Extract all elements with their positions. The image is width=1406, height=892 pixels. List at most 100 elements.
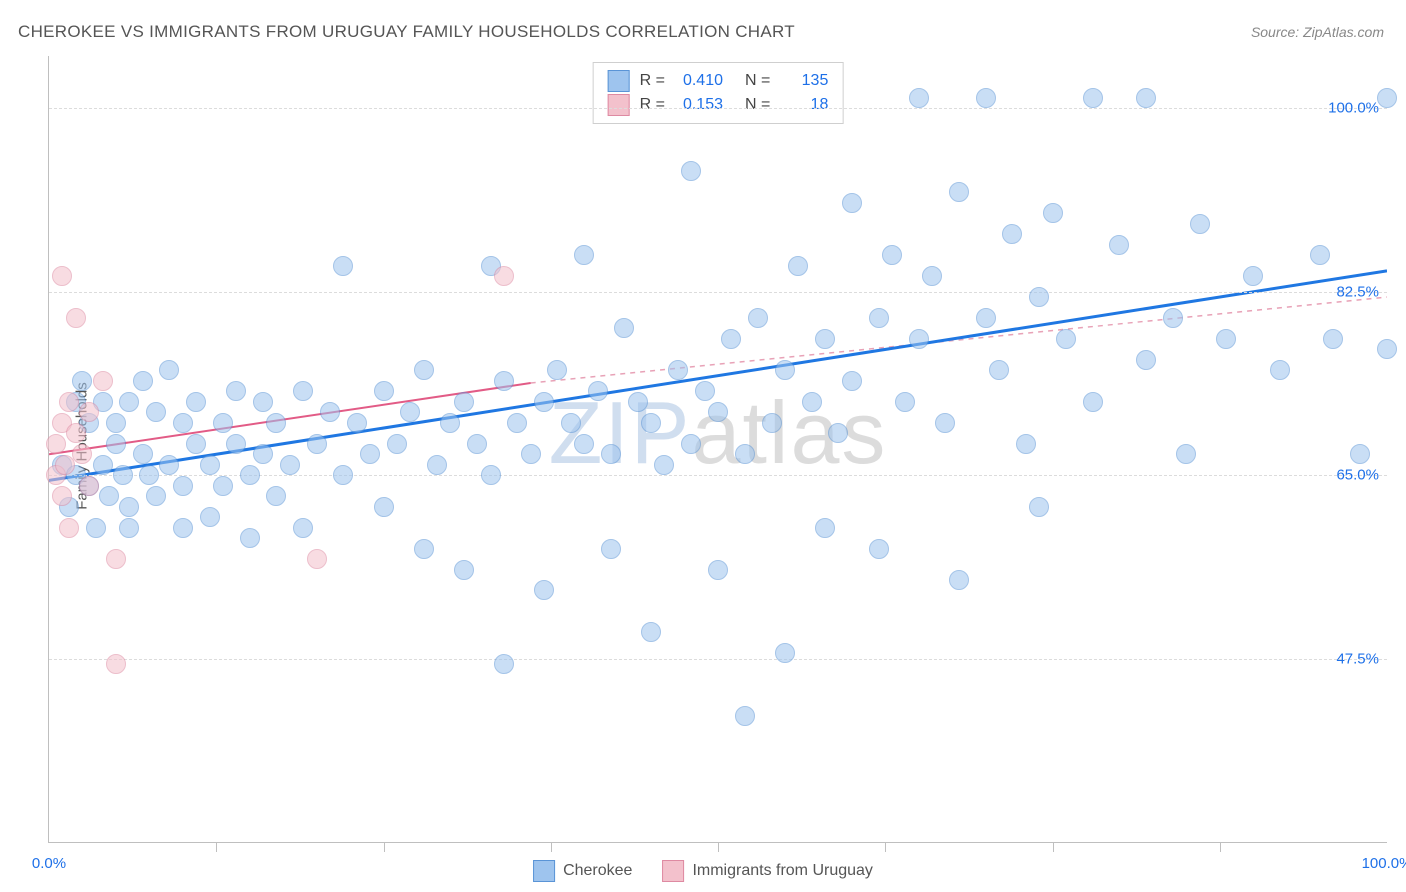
data-point-cherokee [547, 360, 567, 380]
data-point-cherokee [1136, 88, 1156, 108]
watermark-atlas: atlas [692, 383, 888, 482]
y-tick-label: 65.0% [1336, 467, 1379, 484]
data-point-cherokee [1083, 392, 1103, 412]
data-point-uruguay [46, 434, 66, 454]
data-point-cherokee [173, 518, 193, 538]
data-point-cherokee [266, 413, 286, 433]
data-point-cherokee [1083, 88, 1103, 108]
data-point-cherokee [240, 528, 260, 548]
legend-stats-row-uruguay: R = 0.153 N = 18 [608, 93, 829, 117]
data-point-cherokee [119, 392, 139, 412]
data-point-cherokee [307, 434, 327, 454]
data-point-cherokee [561, 413, 581, 433]
y-tick-label: 82.5% [1336, 283, 1379, 300]
legend-n-value-cherokee: 135 [780, 69, 828, 93]
data-point-cherokee [1029, 497, 1049, 517]
data-point-cherokee [681, 161, 701, 181]
data-point-cherokee [1136, 350, 1156, 370]
x-tick-label-right: 100.0% [1362, 855, 1406, 872]
data-point-cherokee [775, 360, 795, 380]
data-point-cherokee [976, 88, 996, 108]
data-point-cherokee [240, 465, 260, 485]
chart-container: CHEROKEE VS IMMIGRANTS FROM URUGUAY FAMI… [0, 0, 1406, 892]
data-point-cherokee [86, 518, 106, 538]
data-point-cherokee [213, 476, 233, 496]
data-point-cherokee [842, 371, 862, 391]
data-point-uruguay [52, 266, 72, 286]
data-point-cherokee [601, 444, 621, 464]
data-point-cherokee [882, 245, 902, 265]
data-point-cherokee [333, 465, 353, 485]
data-point-cherokee [1190, 214, 1210, 234]
data-point-cherokee [106, 434, 126, 454]
data-point-cherokee [133, 371, 153, 391]
data-point-cherokee [374, 497, 394, 517]
data-point-uruguay [79, 476, 99, 496]
data-point-cherokee [320, 402, 340, 422]
gridline [49, 108, 1387, 109]
data-point-cherokee [494, 371, 514, 391]
data-point-cherokee [454, 560, 474, 580]
legend-stats-row-cherokee: R = 0.410 N = 135 [608, 69, 829, 93]
data-point-cherokee [869, 539, 889, 559]
data-point-cherokee [360, 444, 380, 464]
data-point-cherokee [200, 455, 220, 475]
data-point-cherokee [949, 182, 969, 202]
legend-r-value-cherokee: 0.410 [675, 69, 723, 93]
x-tick [216, 842, 217, 852]
legend-swatch-cherokee [533, 860, 555, 882]
source-attribution: Source: ZipAtlas.com [1251, 24, 1384, 40]
data-point-cherokee [895, 392, 915, 412]
data-point-cherokee [1350, 444, 1370, 464]
data-point-cherokee [949, 570, 969, 590]
data-point-uruguay [66, 308, 86, 328]
data-point-cherokee [842, 193, 862, 213]
x-tick [718, 842, 719, 852]
legend-bottom: Cherokee Immigrants from Uruguay [533, 860, 873, 882]
legend-label-uruguay: Immigrants from Uruguay [692, 862, 873, 880]
y-tick-label: 100.0% [1328, 100, 1379, 117]
data-point-uruguay [106, 654, 126, 674]
data-point-cherokee [146, 486, 166, 506]
data-point-cherokee [200, 507, 220, 527]
data-point-cherokee [93, 455, 113, 475]
data-point-uruguay [66, 423, 86, 443]
data-point-cherokee [574, 434, 594, 454]
data-point-cherokee [762, 413, 782, 433]
data-point-cherokee [139, 465, 159, 485]
legend-item-uruguay: Immigrants from Uruguay [662, 860, 873, 882]
x-tick-label-left: 0.0% [32, 855, 66, 872]
data-point-cherokee [133, 444, 153, 464]
data-point-cherokee [1056, 329, 1076, 349]
data-point-cherokee [186, 392, 206, 412]
x-tick [1220, 842, 1221, 852]
data-point-cherokee [775, 643, 795, 663]
data-point-uruguay [55, 455, 75, 475]
data-point-cherokee [72, 371, 92, 391]
data-point-uruguay [59, 392, 79, 412]
data-point-cherokee [253, 392, 273, 412]
data-point-cherokee [481, 465, 501, 485]
data-point-cherokee [601, 539, 621, 559]
data-point-cherokee [159, 455, 179, 475]
legend-r-label: R = [640, 93, 665, 117]
legend-n-value-uruguay: 18 [780, 93, 828, 117]
data-point-cherokee [467, 434, 487, 454]
data-point-cherokee [708, 402, 728, 422]
data-point-cherokee [628, 392, 648, 412]
data-point-cherokee [99, 486, 119, 506]
data-point-cherokee [802, 392, 822, 412]
x-tick [384, 842, 385, 852]
legend-item-cherokee: Cherokee [533, 860, 632, 882]
data-point-cherokee [1216, 329, 1236, 349]
legend-r-label: R = [640, 69, 665, 93]
data-point-cherokee [119, 518, 139, 538]
data-point-cherokee [1323, 329, 1343, 349]
data-point-cherokee [226, 381, 246, 401]
data-point-cherokee [333, 256, 353, 276]
legend-swatch-cherokee [608, 70, 630, 92]
data-point-cherokee [735, 706, 755, 726]
data-point-cherokee [440, 413, 460, 433]
data-point-cherokee [293, 518, 313, 538]
data-point-cherokee [681, 434, 701, 454]
